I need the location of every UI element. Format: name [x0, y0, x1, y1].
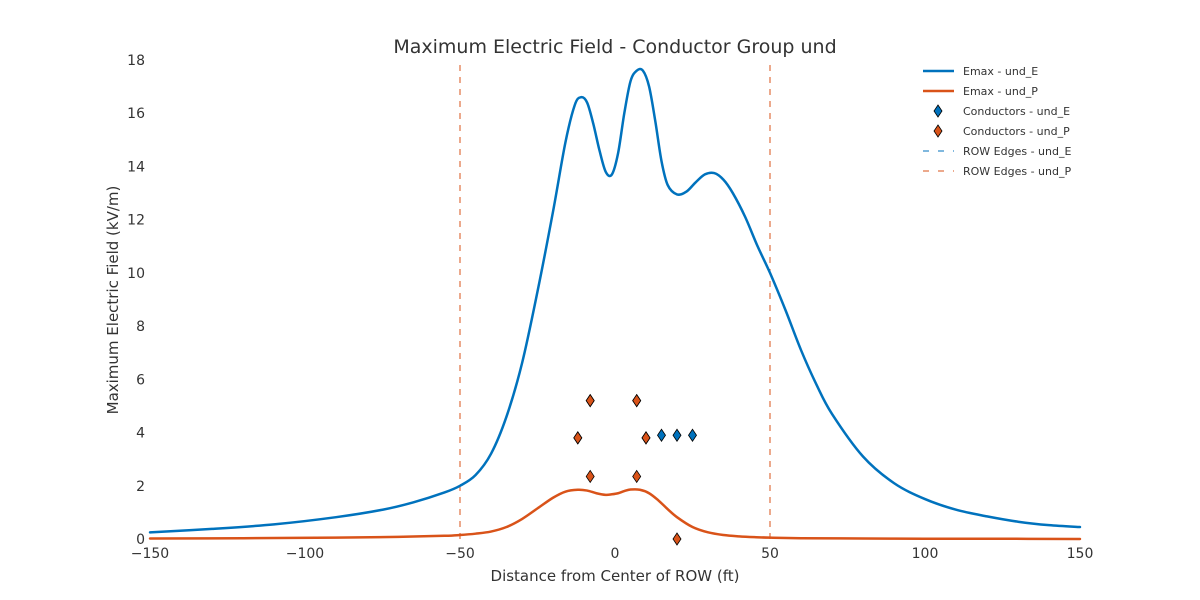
emax-und-p-line [148, 488, 1082, 541]
conductors-und-p-marker [672, 532, 682, 546]
conductors-und-e-legend-label: Conductors - und_E [963, 105, 1070, 118]
conductors-und-e-marker [688, 428, 697, 442]
chart-title: Maximum Electric Field - Conductor Group… [393, 36, 836, 58]
conductors-und-e-marker [672, 428, 682, 442]
x-tick-label: −150 [131, 546, 169, 562]
y-tick-label: 0 [136, 532, 145, 548]
y-tick-label: 10 [127, 266, 145, 282]
x-axis-label: Distance from Center of ROW (ft) [491, 567, 740, 585]
emax-und-e-legend-label: Emax - und_E [963, 65, 1038, 78]
conductors-und-p-marker [585, 469, 595, 484]
conductors-und-e-legend-swatch [933, 104, 943, 118]
row-edges-und-p-legend-label: ROW Edges - und_P [963, 165, 1071, 178]
conductor-markers [573, 393, 697, 546]
conductors-und-e-marker [657, 428, 666, 442]
series-lines [148, 67, 1082, 541]
y-tick-label: 4 [136, 426, 145, 442]
conductors-und-p-marker [632, 469, 642, 484]
y-axis-ticks: 0 2 4 6 8 10 12 14 16 18 [127, 53, 145, 548]
x-tick-label: 100 [912, 546, 939, 562]
y-tick-label: 8 [136, 319, 145, 335]
conductors-und-p-legend-swatch [933, 124, 943, 138]
y-tick-label: 18 [127, 53, 145, 69]
y-tick-label: 16 [127, 106, 145, 122]
y-axis-label: Maximum Electric Field (kV/m) [104, 186, 122, 415]
x-tick-label: 0 [611, 546, 620, 562]
row-edges-und-e-legend-label: ROW Edges - und_E [963, 145, 1071, 158]
conductors-und-p-marker [573, 431, 583, 445]
legend: Emax - und_E Emax - und_P Conductors - und… [923, 65, 1071, 178]
y-tick-label: 14 [127, 159, 145, 175]
emax-und-e-line [148, 67, 1082, 534]
conductors-und-p-marker [641, 431, 651, 445]
x-tick-label: −50 [445, 546, 475, 562]
x-axis-ticks: −150 −100 −50 0 50 100 150 [131, 546, 1094, 562]
x-tick-label: −100 [286, 546, 324, 562]
conductors-und-p-legend-label: Conductors - und_P [963, 125, 1070, 138]
y-tick-label: 6 [136, 372, 145, 388]
conductors-und-p-marker [632, 393, 642, 408]
row-edge-lines [459, 65, 771, 539]
y-tick-label: 12 [127, 213, 145, 229]
emax-und-p-legend-label: Emax - und_P [963, 85, 1038, 98]
x-tick-label: 50 [761, 546, 779, 562]
conductors-und-p-marker [585, 393, 595, 408]
y-tick-label: 2 [136, 479, 145, 495]
x-tick-label: 150 [1067, 546, 1094, 562]
